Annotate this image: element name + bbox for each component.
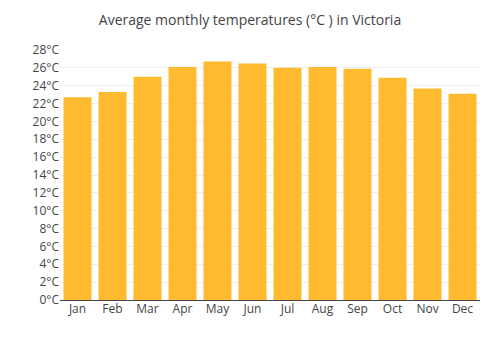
svg-text:8°C: 8°C xyxy=(39,220,59,237)
svg-text:Jan: Jan xyxy=(68,300,86,317)
svg-text:4°C: 4°C xyxy=(39,255,59,272)
svg-text:Aug: Aug xyxy=(312,300,334,317)
svg-text:2°C: 2°C xyxy=(39,273,59,290)
svg-text:20°C: 20°C xyxy=(33,113,60,130)
svg-text:Sep: Sep xyxy=(347,300,368,317)
svg-text:Apr: Apr xyxy=(173,300,193,317)
svg-text:24°C: 24°C xyxy=(33,77,60,94)
svg-text:Mar: Mar xyxy=(136,300,158,317)
svg-text:6°C: 6°C xyxy=(39,238,59,255)
svg-text:14°C: 14°C xyxy=(33,166,60,183)
svg-text:Oct: Oct xyxy=(383,300,402,317)
svg-text:Nov: Nov xyxy=(416,300,438,317)
svg-text:Average monthly temperatures (: Average monthly temperatures (°C ) in Vi… xyxy=(99,10,401,29)
svg-text:16°C: 16°C xyxy=(33,148,60,165)
svg-text:0°C: 0°C xyxy=(39,291,59,308)
svg-text:Jun: Jun xyxy=(243,300,262,317)
svg-text:Jul: Jul xyxy=(280,300,295,317)
svg-text:12°C: 12°C xyxy=(33,184,60,201)
svg-text:10°C: 10°C xyxy=(33,202,60,219)
svg-text:Dec: Dec xyxy=(452,300,473,317)
svg-text:22°C: 22°C xyxy=(33,95,60,112)
svg-text:18°C: 18°C xyxy=(33,130,60,147)
svg-text:28°C: 28°C xyxy=(33,41,60,58)
svg-text:26°C: 26°C xyxy=(33,59,60,76)
svg-text:Feb: Feb xyxy=(102,300,122,317)
svg-text:May: May xyxy=(206,300,230,317)
